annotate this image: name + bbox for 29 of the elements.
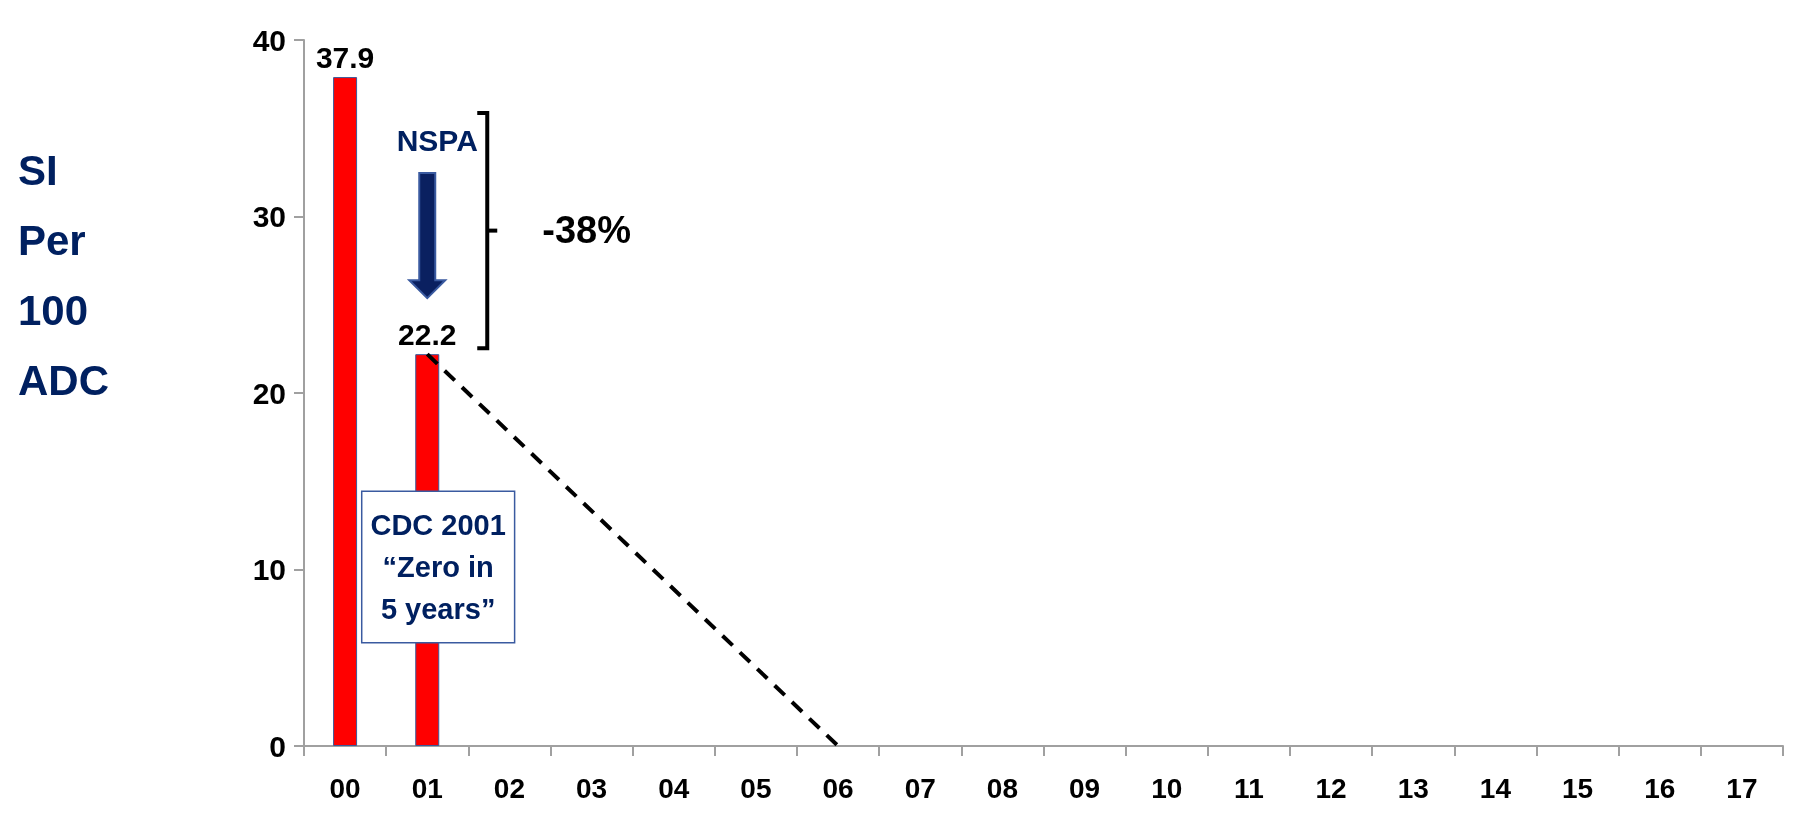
x-tick-label: 04 [658,772,690,804]
x-tick-label: 06 [822,772,854,804]
y-tick-label: 40 [252,23,286,57]
x-tick-label: 00 [329,772,361,804]
x-tick-label: 17 [1726,772,1758,804]
x-tick-label: 14 [1479,772,1512,804]
x-tick-label: 12 [1315,772,1347,804]
x-tick-label: 02 [493,772,525,804]
annotation: -38% [542,208,631,251]
y-tick-label: 0 [269,729,286,763]
x-tick-label: 10 [1151,772,1183,804]
annotation: NSPA [396,123,478,157]
annotation: CDC 2001 “Zero in 5 years” [370,509,506,625]
x-tick-label: 01 [411,772,443,804]
y-tick-label: 30 [252,200,286,233]
x-tick-label: 09 [1069,772,1101,804]
x-tick-label: 07 [904,772,936,804]
x-tick-label: 15 [1562,772,1594,804]
x-tick-label: 03 [576,772,608,804]
data-label: 22.2 [398,317,457,351]
y-tick-label: 10 [252,553,286,586]
x-tick-label: 08 [986,772,1018,804]
x-tick-label: 11 [1234,772,1264,804]
data-label: 37.9 [315,40,375,74]
x-tick-label: 16 [1644,772,1676,804]
x-tick-label: 13 [1397,772,1429,804]
y-axis-title: SI Per 100 ADC [18,146,109,404]
x-tick-label: 05 [740,772,772,804]
y-tick-label: 20 [252,376,286,410]
